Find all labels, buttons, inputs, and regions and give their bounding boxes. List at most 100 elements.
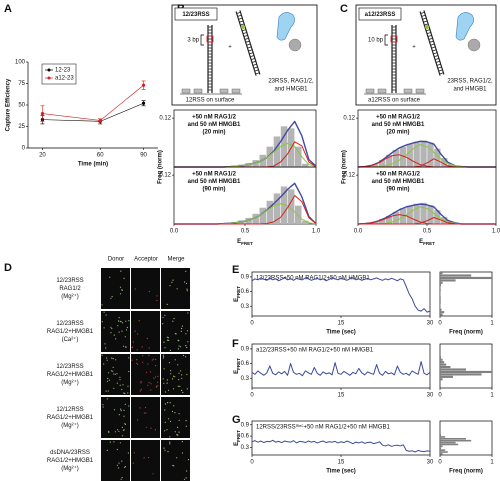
spot	[169, 441, 171, 443]
dna-rung	[433, 52, 438, 55]
spot	[148, 456, 150, 459]
spot	[185, 282, 188, 285]
spot	[111, 357, 113, 359]
surface-protein	[219, 88, 229, 94]
dna-rung	[421, 14, 426, 17]
bar	[440, 291, 441, 294]
spot	[166, 303, 168, 305]
dna-rung	[238, 17, 243, 20]
bar	[399, 208, 406, 224]
bar	[440, 276, 492, 280]
schematic-title: a12/23RSS	[365, 12, 396, 18]
bar	[440, 358, 443, 361]
spot	[147, 384, 149, 386]
micrograph	[161, 354, 190, 395]
spot	[121, 460, 123, 462]
bar	[440, 308, 442, 311]
spot	[103, 311, 105, 313]
dna-rung	[424, 23, 429, 26]
row-label: RAG1/2+HMGB1	[47, 372, 94, 378]
spot	[155, 386, 157, 388]
spot	[121, 330, 123, 332]
spot	[128, 370, 130, 373]
spot	[113, 334, 115, 336]
spot	[118, 467, 120, 469]
spot	[136, 362, 138, 364]
spot	[181, 389, 183, 391]
x-axis-label: EFRET	[419, 239, 435, 246]
spot	[137, 333, 139, 335]
schematic-box	[171, 4, 318, 106]
y-tick-label: 0.9	[241, 274, 250, 280]
spot	[173, 405, 175, 407]
solution-label: 23RSS, RAG1/2,	[268, 79, 314, 85]
dna-rung	[438, 69, 443, 72]
spot	[162, 323, 164, 325]
x-tick-label: 30	[427, 393, 434, 399]
legend-label: 12-23	[55, 68, 71, 74]
spot	[169, 285, 171, 287]
point	[40, 112, 45, 116]
spot	[118, 317, 120, 319]
spot	[132, 346, 134, 348]
annotation: and 50 nM HMGB1	[188, 179, 241, 185]
row-label: RAG1/2+HMGB1	[47, 329, 94, 335]
spot	[134, 330, 136, 332]
bar	[427, 142, 434, 167]
spot	[167, 402, 169, 404]
spot	[116, 373, 118, 375]
x-axis-label-main: E	[419, 239, 423, 245]
spot	[162, 316, 164, 318]
spot	[177, 426, 179, 428]
spot	[162, 356, 165, 358]
schematic-title-box	[174, 7, 218, 21]
bar	[440, 441, 456, 444]
row-label: (Mg²⁺)	[61, 422, 79, 429]
dna-rung	[247, 46, 252, 49]
spot	[178, 431, 180, 433]
spot	[170, 370, 172, 372]
spot	[137, 363, 139, 365]
annotation: (20 min)	[202, 130, 225, 136]
bar	[440, 370, 492, 374]
bar	[385, 154, 393, 167]
spot	[177, 434, 179, 436]
solution-label: 23RSS, RAG1/2,	[447, 79, 493, 85]
annotation: and 50 nM HMGB1	[188, 122, 241, 128]
bar	[440, 378, 443, 381]
surface-protein	[365, 88, 375, 94]
spot	[112, 370, 114, 372]
surface-protein	[193, 88, 203, 94]
spot	[185, 345, 187, 347]
spot	[181, 325, 183, 327]
spot	[176, 457, 178, 459]
dna-rung	[255, 72, 260, 75]
x-tick-label: 90	[140, 153, 147, 159]
spot	[164, 403, 166, 405]
spot	[164, 314, 166, 316]
x-tick-label: 15	[338, 321, 345, 327]
spot	[122, 322, 124, 324]
surface-protein	[377, 88, 387, 94]
spot	[127, 385, 129, 387]
dna-rung	[254, 69, 259, 72]
spot	[177, 364, 179, 366]
spot	[114, 373, 116, 375]
y-tick-label: 75	[18, 81, 25, 87]
legend-marker	[47, 76, 51, 80]
column-header: Donor	[108, 257, 124, 263]
spot	[138, 320, 140, 322]
bar	[280, 126, 288, 167]
row-label: RAG1/2+HMGB1	[47, 458, 94, 464]
spot	[132, 462, 134, 464]
spot	[128, 320, 130, 322]
bar	[252, 213, 259, 224]
point	[141, 83, 146, 87]
spot	[110, 332, 112, 334]
dna-rung	[439, 72, 444, 75]
spot	[108, 379, 110, 381]
column-header: Acceptor	[134, 257, 158, 263]
bar	[440, 451, 448, 453]
spot	[132, 341, 134, 343]
bar	[440, 438, 466, 440]
